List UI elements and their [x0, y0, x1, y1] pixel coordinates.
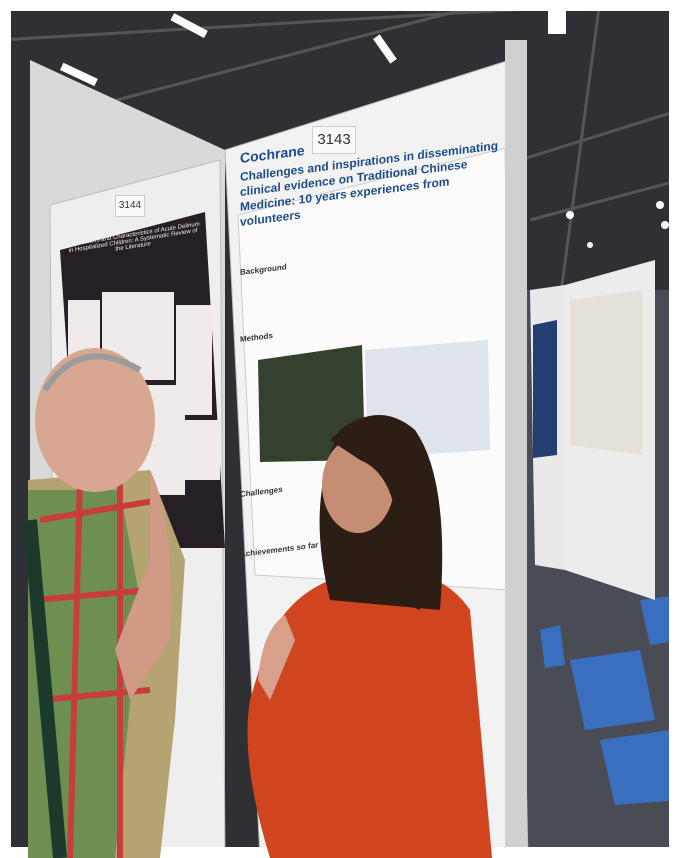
floor-tiles	[540, 595, 680, 805]
woman	[247, 415, 492, 858]
booth-number: 3144	[115, 195, 145, 217]
far-poster	[533, 320, 557, 458]
booth-number: 3143	[312, 126, 356, 154]
poster-photo	[258, 345, 365, 462]
man	[23, 348, 185, 858]
panel-post	[505, 40, 527, 858]
far-poster	[570, 290, 642, 455]
